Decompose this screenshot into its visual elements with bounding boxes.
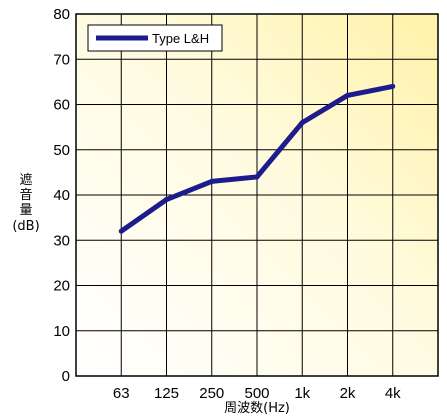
y-tick-label: 0 [62,368,70,385]
y-axis-title-line: 音 [19,187,32,203]
y-tick-label: 80 [53,6,70,23]
data-point [254,174,260,180]
x-tick-label: 500 [244,385,269,402]
x-tick-label: 2k [340,385,356,402]
y-tick-label: 30 [53,232,70,249]
data-point [345,92,350,98]
legend-label: Type L&H [152,31,209,46]
y-axis-title-line: 遮 [19,172,32,188]
x-tick-labels: 63 125 250 500 1k 2k 4k [113,385,401,402]
y-axis-title-line: (dB) [12,219,39,234]
x-tick-label: 250 [199,385,224,402]
series-layer [118,83,396,234]
x-axis-title: 周波数(Hz) [224,401,290,416]
y-tick-labels: 0 10 20 30 40 50 60 70 80 [53,6,70,385]
data-point [209,178,215,184]
y-tick-label: 40 [53,187,70,204]
x-tick-label: 1k [294,385,310,402]
data-point [299,120,305,126]
y-axis-title-line: 量 [19,203,32,218]
x-tick-label: 125 [154,385,179,402]
y-tick-label: 60 [53,97,70,114]
legend: Type L&H [87,24,223,52]
y-tick-label: 70 [53,51,70,68]
data-point [164,197,169,203]
y-tick-label: 50 [53,142,70,159]
data-point [390,83,396,89]
y-axis-title: 遮 音 量 (dB) [12,172,39,234]
plot-frame [75,13,439,377]
y-tick-label: 20 [53,278,70,295]
x-tick-label: 63 [113,385,130,402]
x-tick-label: 4k [385,385,401,402]
data-point [118,228,124,234]
y-tick-label: 10 [53,323,70,340]
